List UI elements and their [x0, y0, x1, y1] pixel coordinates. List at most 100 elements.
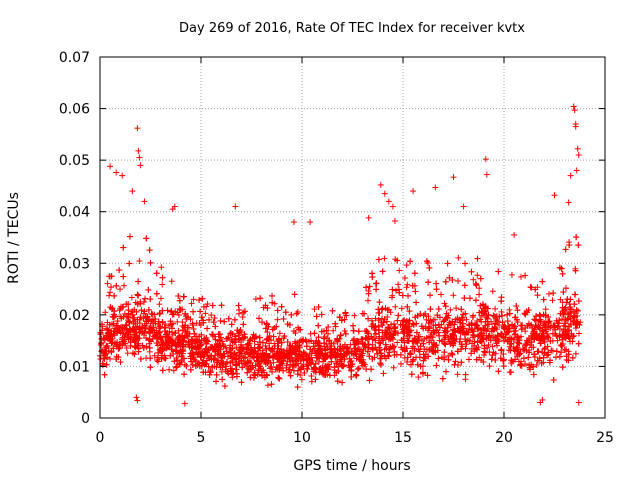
data-point-notable-8	[133, 394, 140, 401]
data-point	[147, 296, 154, 303]
y-axis-label: ROTI / TECUs	[6, 192, 22, 284]
data-point	[575, 298, 582, 305]
data-point	[508, 357, 515, 364]
data-point	[373, 286, 380, 293]
data-point-notable-27	[482, 156, 489, 163]
data-point	[465, 356, 472, 363]
data-point	[297, 371, 304, 378]
data-point	[169, 311, 176, 318]
data-point	[98, 340, 105, 347]
data-point	[457, 336, 464, 343]
data-point-notable-41	[573, 167, 580, 174]
data-point	[117, 286, 124, 293]
data-point	[425, 313, 432, 320]
data-point	[211, 314, 218, 321]
data-point	[413, 329, 420, 336]
data-point	[111, 292, 118, 299]
data-point	[221, 383, 228, 390]
data-point	[157, 295, 164, 302]
data-point	[221, 318, 228, 325]
data-point	[329, 307, 336, 314]
data-point	[274, 307, 281, 314]
data-point	[276, 330, 283, 337]
data-point	[134, 291, 141, 298]
data-point	[474, 255, 481, 262]
data-point	[394, 317, 401, 324]
data-point	[197, 308, 204, 315]
data-point	[143, 235, 150, 242]
data-point	[137, 355, 144, 362]
data-point	[474, 272, 481, 279]
data-point	[337, 332, 344, 339]
data-point	[451, 361, 458, 368]
data-point	[298, 376, 305, 383]
data-point	[146, 344, 153, 351]
data-point	[489, 288, 496, 295]
data-point	[142, 295, 149, 302]
data-point	[268, 381, 275, 388]
data-point	[224, 335, 231, 342]
data-point-notable-21	[389, 203, 396, 210]
data-point	[170, 367, 177, 374]
data-point	[427, 306, 434, 313]
data-point	[202, 310, 209, 317]
data-point	[439, 375, 446, 382]
data-point	[450, 339, 457, 346]
data-point	[190, 296, 197, 303]
data-point-notable-17	[365, 214, 372, 221]
data-point	[553, 348, 560, 355]
data-point	[489, 352, 496, 359]
data-point	[151, 352, 158, 359]
data-point	[514, 307, 521, 314]
data-point-notable-13	[181, 400, 188, 407]
data-point	[377, 340, 384, 347]
data-point	[212, 323, 219, 330]
data-point	[175, 333, 182, 340]
data-point	[492, 357, 499, 364]
data-point	[231, 316, 238, 323]
data-point	[350, 327, 357, 334]
data-point-notable-20	[385, 198, 392, 205]
data-point	[411, 270, 418, 277]
data-point	[394, 339, 401, 346]
data-point	[442, 341, 449, 348]
data-point-notable-2	[119, 172, 126, 179]
data-point	[159, 281, 166, 288]
data-point	[149, 311, 156, 318]
data-point	[533, 361, 540, 368]
data-point	[433, 362, 440, 369]
x-tick-label: 15	[394, 430, 412, 446]
data-point-notable-15	[290, 219, 297, 226]
data-point	[147, 259, 154, 266]
data-point	[164, 307, 171, 314]
data-point	[530, 371, 537, 378]
data-point	[553, 354, 560, 361]
data-point-notable-6	[136, 154, 143, 161]
data-point	[366, 283, 373, 290]
data-point	[264, 382, 271, 389]
data-point-notable-39	[574, 145, 581, 152]
data-point	[468, 268, 475, 275]
data-point	[473, 282, 480, 289]
data-point	[550, 376, 557, 383]
data-point	[550, 290, 557, 297]
data-point	[176, 297, 183, 304]
data-point-notable-25	[450, 174, 457, 181]
data-point	[375, 256, 382, 263]
data-point	[476, 291, 483, 298]
data-point-notable-24	[432, 184, 439, 191]
data-point	[353, 372, 360, 379]
data-point	[269, 292, 276, 299]
data-point	[156, 310, 163, 317]
data-point	[190, 326, 197, 333]
data-point	[299, 338, 306, 345]
data-point	[403, 262, 410, 269]
data-point-notable-33	[565, 199, 572, 206]
data-point	[355, 365, 362, 372]
data-point	[181, 371, 188, 378]
data-point	[486, 363, 493, 370]
data-point	[563, 299, 570, 306]
data-point	[153, 270, 160, 277]
data-point	[372, 315, 379, 322]
data-point	[174, 318, 181, 325]
